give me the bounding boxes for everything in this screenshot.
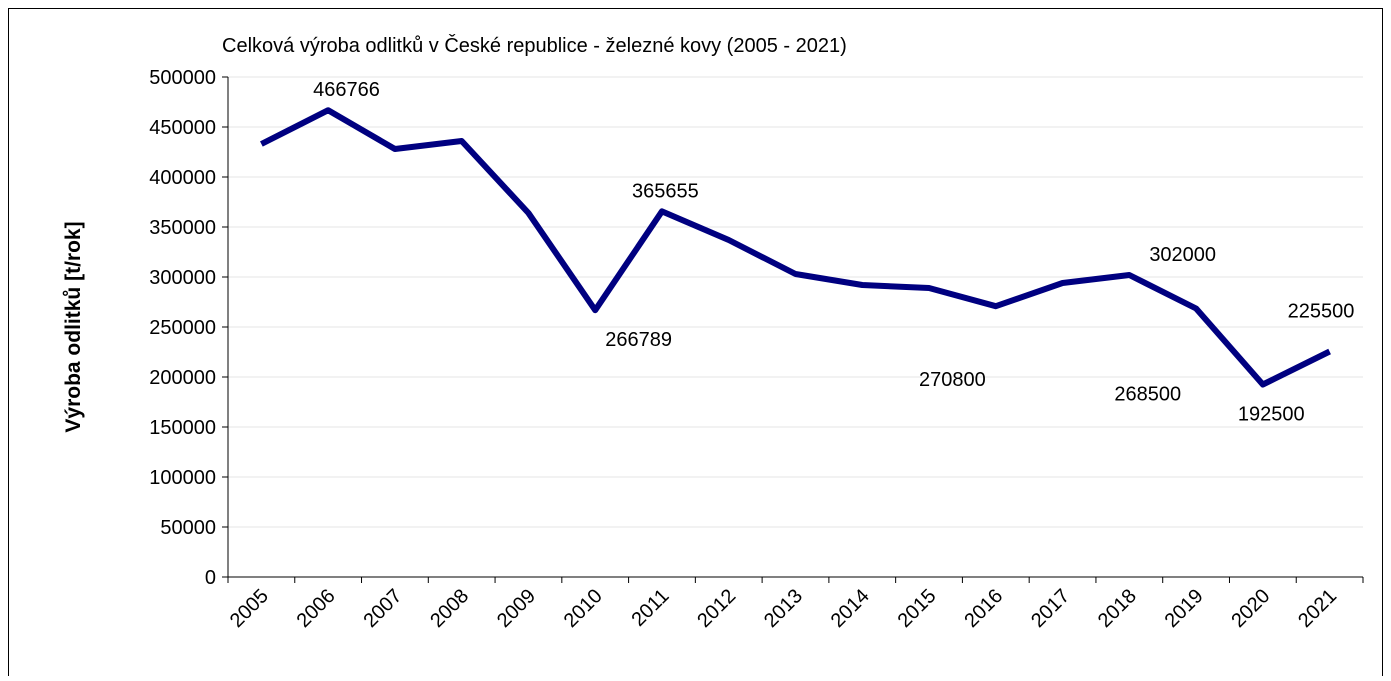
data-label: 302000: [1149, 244, 1216, 266]
y-tick-label: 400000: [149, 167, 216, 189]
line-series: [260, 107, 1331, 388]
y-tick-label: 200000: [149, 367, 216, 389]
y-tick-label: 50000: [160, 517, 216, 539]
data-label: 270800: [919, 369, 986, 391]
y-tick-label: 350000: [149, 217, 216, 239]
data-label: 192500: [1238, 404, 1305, 426]
chart-title: Celková výroba odlitků v České republice…: [222, 34, 847, 57]
y-tick-label: 150000: [149, 417, 216, 439]
y-tick-label: 0: [205, 567, 216, 589]
y-tick-label: 100000: [149, 467, 216, 489]
y-tick-label: 500000: [149, 67, 216, 89]
data-label: 225500: [1288, 301, 1355, 323]
data-label: 266789: [605, 329, 672, 351]
data-label: 268500: [1114, 384, 1181, 406]
data-label: 466766: [313, 79, 380, 101]
data-label: 365655: [632, 180, 699, 202]
y-axis-label: Výroba odlitků [t/rok]: [62, 221, 85, 432]
y-tick-label: 300000: [149, 267, 216, 289]
y-tick-label: 450000: [149, 117, 216, 139]
chart-frame: [8, 8, 1383, 681]
y-tick-label: 250000: [149, 317, 216, 339]
